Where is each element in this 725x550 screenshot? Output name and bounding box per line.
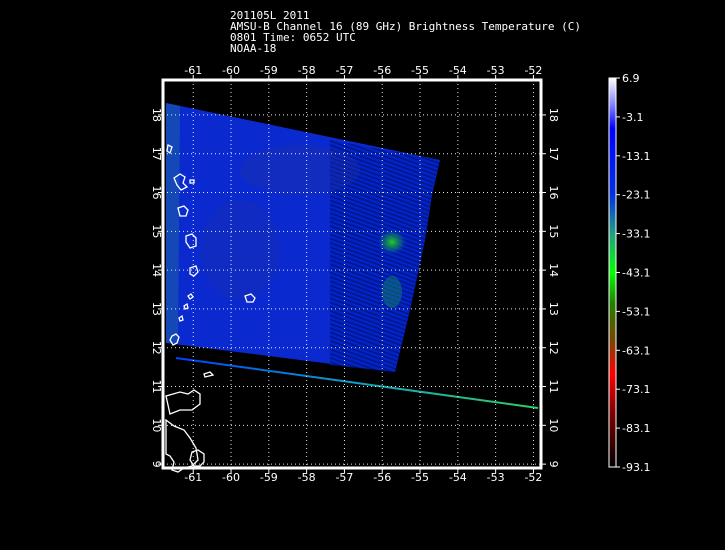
colorbar-label: -73.1: [622, 383, 650, 396]
lat-tick-label: 12: [150, 341, 163, 355]
colorbar: [608, 77, 617, 468]
lon-tick-label: -61: [184, 64, 202, 77]
colorbar-label: -53.1: [622, 305, 650, 318]
lon-tick-label: -57: [335, 471, 353, 484]
lat-tick-label: 14: [547, 263, 560, 277]
lat-tick-label: 9: [150, 461, 163, 468]
lon-tick-label: -56: [373, 471, 391, 484]
convective-band: [382, 276, 402, 308]
colorbar-label: -93.1: [622, 461, 650, 474]
lon-tick-label: -58: [298, 64, 316, 77]
lon-tick-label: -53: [487, 471, 505, 484]
lat-tick-label: 11: [150, 380, 163, 394]
lat-tick-label: 12: [547, 341, 560, 355]
lon-tick-label: -55: [411, 471, 429, 484]
lat-tick-label: 10: [547, 418, 560, 432]
graticule: [163, 80, 541, 468]
lat-tick-label: 16: [150, 186, 163, 200]
lat-tick-label: 15: [150, 224, 163, 238]
map-title: 201105L 2011 AMSU-B Channel 16 (89 GHz) B…: [230, 10, 581, 54]
title-line-1: 201105L 2011: [230, 9, 310, 22]
coastlines: [165, 144, 256, 473]
convective-hotspot: [376, 228, 408, 256]
swath-scanlines: [330, 140, 440, 372]
colorbar-label: -23.1: [622, 189, 650, 202]
colorbar-labels: 6.9 -3.1 -13.1 -23.1 -33.1 -43.1 -53.1 -63.1 -73…: [616, 72, 650, 474]
lon-tick-label: -54: [449, 471, 467, 484]
lat-tick-label: 18: [150, 108, 163, 122]
lat-tick-label: 14: [150, 263, 163, 277]
lat-tick-label: 17: [547, 147, 560, 161]
lat-tick-label: 11: [547, 380, 560, 394]
lon-tick-label: -54: [449, 64, 467, 77]
colorbar-label: 6.9: [622, 72, 640, 85]
lat-tick-label: 15: [547, 224, 560, 238]
colorbar-label: -3.1: [622, 111, 643, 124]
lon-tick-label: -56: [373, 64, 391, 77]
swath-edge: [166, 103, 180, 343]
lon-tick-label: -59: [260, 64, 278, 77]
lon-tick-label: -57: [335, 64, 353, 77]
warm-patch: [240, 145, 360, 195]
lon-tick-label: -59: [260, 471, 278, 484]
lon-tick-label: -53: [487, 64, 505, 77]
lat-tick-label: 13: [150, 302, 163, 316]
swath-line: [175, 357, 539, 409]
warm-patch: [200, 200, 280, 300]
colorbar-label: -13.1: [622, 150, 650, 163]
colorbar-label: -63.1: [622, 344, 650, 357]
lat-labels-right: 9 10 11 12 13 14 15 16 17 18: [547, 108, 560, 468]
colorbar-label: -33.1: [622, 228, 650, 241]
lon-labels-bottom: -61 -60 -59 -58 -57 -56 -55 -54 -53 -52: [184, 471, 542, 484]
lat-tick-label: 9: [547, 461, 560, 468]
lat-tick-label: 10: [150, 418, 163, 432]
colorbar-label: -83.1: [622, 422, 650, 435]
frame-ticks: [158, 75, 546, 473]
title-line-2: AMSU-B Channel 16 (89 GHz) Brightness Te…: [230, 20, 581, 33]
lat-tick-label: 13: [547, 302, 560, 316]
lon-tick-label: -52: [524, 64, 542, 77]
lon-labels-top: -61 -60 -59 -58 -57 -56 -55 -54 -53 -52: [184, 64, 542, 77]
colorbar-label: -43.1: [622, 267, 650, 280]
lat-tick-label: 17: [150, 147, 163, 161]
title-line-3: 0801 Time: 0652 UTC: [230, 31, 356, 44]
lon-tick-label: -60: [222, 471, 240, 484]
lon-tick-label: -52: [524, 471, 542, 484]
lat-labels-left: 9 10 11 12 13 14 15 16 17 18: [150, 108, 163, 468]
lat-tick-label: 18: [547, 108, 560, 122]
title-line-4: NOAA-18: [230, 42, 277, 55]
lat-tick-label: 16: [547, 186, 560, 200]
map-frame: [161, 78, 543, 470]
lon-tick-label: -61: [184, 471, 202, 484]
lon-tick-label: -55: [411, 64, 429, 77]
lon-tick-label: -58: [298, 471, 316, 484]
lon-tick-label: -60: [222, 64, 240, 77]
